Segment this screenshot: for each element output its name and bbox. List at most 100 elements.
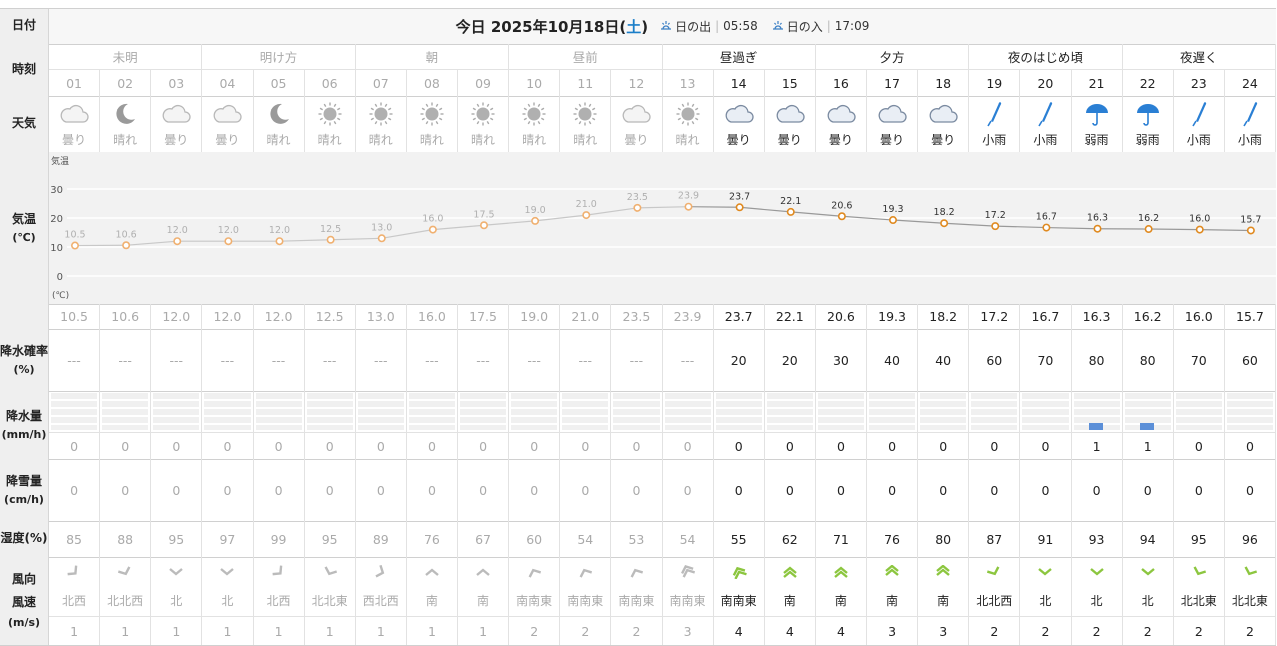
humidity-value: 88 — [100, 521, 152, 557]
temp-data-label: 10.6 — [116, 229, 137, 240]
hour-cell: 21 — [1072, 70, 1123, 96]
precip-bar-cell — [1020, 391, 1072, 433]
snow-value: 0 — [1174, 459, 1225, 521]
humidity-value: 54 — [560, 521, 612, 557]
weather-cell: 曇り — [202, 96, 254, 152]
hour-cell: 08 — [407, 70, 458, 96]
precip-value: 0 — [1225, 433, 1276, 459]
humidity-value: 97 — [202, 521, 254, 557]
temp-value: 12.0 — [254, 304, 305, 329]
wind-direction-text: 西北西 — [362, 593, 399, 608]
hour-cell: 24 — [1225, 70, 1276, 96]
cloud-icon — [211, 101, 243, 130]
weather-text: 晴れ — [368, 132, 393, 147]
precip-prob-value: --- — [611, 329, 663, 391]
divider — [0, 44, 1276, 45]
temp-line-segment — [790, 211, 842, 217]
humidity-value: 71 — [816, 521, 867, 557]
wind-direction-text: 北 — [1039, 593, 1052, 608]
wind-direction-text: 南南東 — [516, 593, 553, 608]
temp-point — [173, 237, 182, 246]
weather-row: 天気 曇り 晴れ 曇り 曇り 晴れ 晴れ 晴れ 晴れ 晴れ 晴れ 晴れ 曇り 晴れ 曇り 曇り 曇り 曇り 曇り 小… — [0, 96, 1276, 152]
wind-speed-value: 2 — [560, 617, 612, 645]
snow-value: 0 — [611, 459, 663, 521]
wind-direction-text: 南南東 — [669, 593, 706, 608]
humidity-value: 96 — [1225, 521, 1276, 557]
wind-direction-text: 北北東 — [311, 593, 348, 608]
wind-direction-icon — [321, 565, 339, 582]
precip-bar-bg — [613, 393, 660, 431]
temp-data-label: 20.6 — [831, 200, 852, 211]
precip-bar-bg — [920, 393, 967, 431]
wind-cell: 南 — [407, 557, 458, 617]
weather-text: 曇り — [215, 132, 240, 147]
precip-bar-cell — [663, 391, 714, 433]
wind-direction-text: 北 — [170, 593, 183, 608]
y-tick-label: 20 — [50, 214, 63, 225]
wind-speed-value: 1 — [407, 617, 458, 645]
wind-direction-icon — [270, 565, 288, 582]
temp-point — [275, 237, 284, 246]
precip-bar-cell — [918, 391, 970, 433]
precip-bar-cell — [509, 391, 561, 433]
weather-cell: 小雨 — [969, 96, 1021, 152]
precip-value: 0 — [969, 433, 1021, 459]
temp-value: 16.7 — [1020, 304, 1072, 329]
weather-cell: 曇り — [611, 96, 663, 152]
wind-cell: 北西 — [49, 557, 101, 617]
wind-speed-value: 3 — [918, 617, 970, 645]
sun-icon — [569, 101, 601, 130]
temp-point — [1144, 225, 1153, 234]
precip-prob-value: 80 — [1072, 329, 1123, 391]
temp-point — [1195, 225, 1204, 234]
wind-cell: 南南東 — [714, 557, 765, 617]
snow-value: 0 — [714, 459, 765, 521]
humidity-value: 95 — [305, 521, 356, 557]
weather-text: 小雨 — [1033, 132, 1058, 147]
hour-cell: 14 — [714, 70, 765, 96]
y-tick-label: 0 — [57, 272, 63, 283]
temp-point — [428, 225, 437, 234]
snow-value: 0 — [663, 459, 714, 521]
wind-speed-value: 1 — [151, 617, 203, 645]
humidity-value: 93 — [1072, 521, 1123, 557]
humidity-value: 94 — [1123, 521, 1174, 557]
weather-text: 曇り — [62, 132, 87, 147]
wind-cell: 南 — [458, 557, 510, 617]
weather-cell: 晴れ — [560, 96, 612, 152]
snow-value: 0 — [305, 459, 356, 521]
temp-point — [1246, 226, 1255, 235]
sunrise-time: 05:58 — [723, 19, 758, 33]
precip-prob-row: 降水確率 (%) --- --- --- --- --- --- --- --- --- --- -… — [0, 329, 1276, 391]
y-axis-unit: (℃) — [52, 291, 69, 301]
wind-direction-icon — [627, 565, 645, 582]
temp-point — [837, 212, 846, 221]
wind-direction-text: 南 — [834, 593, 847, 608]
weather-cell: 弱雨 — [1072, 96, 1123, 152]
precip-bar-bg — [511, 393, 558, 431]
wind-direction-text: 北北東 — [1231, 593, 1268, 608]
wind-direction-icon — [474, 565, 492, 582]
period-label: 夜のはじめ頃 — [969, 44, 1123, 69]
precip-bar-cell — [305, 391, 356, 433]
moon-icon — [109, 101, 141, 130]
wind-direction-text: 南南東 — [567, 593, 604, 608]
precip-prob-value: 20 — [714, 329, 765, 391]
precip-bar-bg — [102, 393, 149, 431]
temp-point — [735, 203, 744, 212]
hour-cell: 19 — [969, 70, 1021, 96]
wind-cell: 南南東 — [663, 557, 714, 617]
wind-cell: 西北西 — [356, 557, 407, 617]
humidity-value: 76 — [867, 521, 919, 557]
snow-value: 0 — [1123, 459, 1174, 521]
temp-line-segment — [739, 206, 791, 213]
wind-row: 風向 風速 (m/s) 北西 北北西北北北西 北北東 西北西南南南南東 南南東 南南東 南南… — [0, 557, 1276, 645]
temp-point — [70, 241, 79, 250]
wind-speed-value: 2 — [611, 617, 663, 645]
precip-prob-value: --- — [151, 329, 203, 391]
precip-bar-cell — [49, 391, 101, 433]
temp-line-segment — [944, 222, 996, 227]
temp-data-label: 16.3 — [1087, 213, 1108, 224]
